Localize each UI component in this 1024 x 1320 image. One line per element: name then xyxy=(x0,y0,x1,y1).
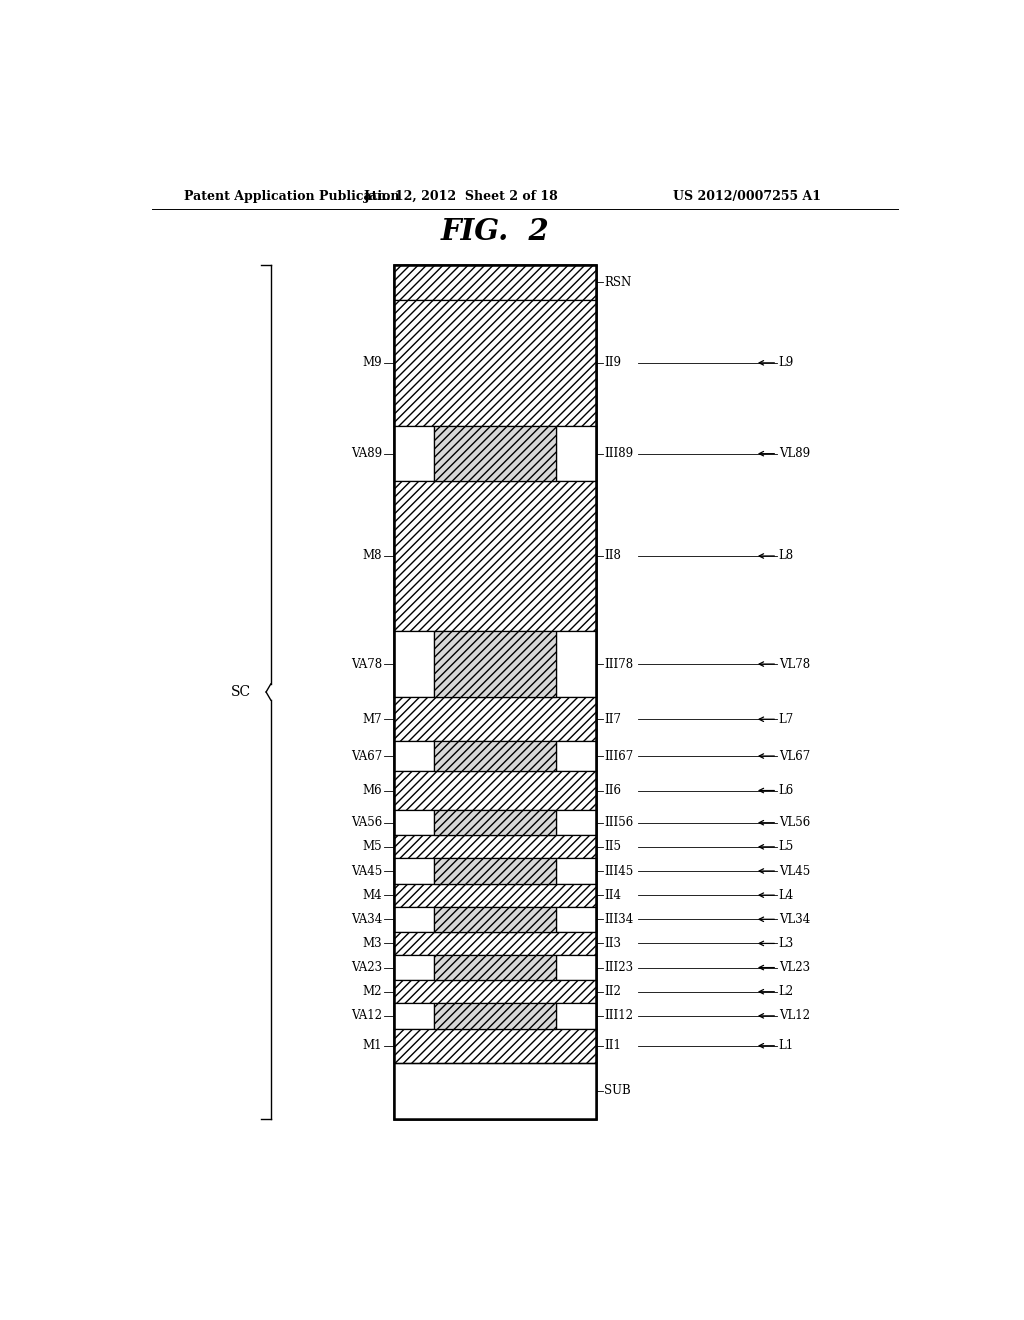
Bar xyxy=(394,1003,434,1028)
Text: M5: M5 xyxy=(362,841,382,853)
Text: II2: II2 xyxy=(604,985,621,998)
Text: II9: II9 xyxy=(604,356,622,370)
Bar xyxy=(394,810,434,836)
Bar xyxy=(556,858,596,883)
Bar xyxy=(394,907,434,932)
Bar xyxy=(394,858,434,883)
Bar xyxy=(394,741,434,771)
Text: M2: M2 xyxy=(362,985,382,998)
Text: L2: L2 xyxy=(778,985,794,998)
Bar xyxy=(434,907,556,932)
Bar xyxy=(434,1003,556,1028)
Bar xyxy=(394,631,434,697)
Bar xyxy=(394,981,596,1003)
Text: US 2012/0007255 A1: US 2012/0007255 A1 xyxy=(673,190,821,202)
Text: VA34: VA34 xyxy=(350,913,382,925)
Text: RSN: RSN xyxy=(604,276,632,289)
Text: M1: M1 xyxy=(362,1039,382,1052)
Bar xyxy=(434,631,556,697)
Text: VL45: VL45 xyxy=(778,865,810,878)
Text: III78: III78 xyxy=(604,657,633,671)
Text: II4: II4 xyxy=(604,888,622,902)
Text: VL67: VL67 xyxy=(778,750,810,763)
Text: L9: L9 xyxy=(778,356,794,370)
Text: M9: M9 xyxy=(362,356,382,370)
Bar xyxy=(394,883,596,907)
Text: VA12: VA12 xyxy=(351,1010,382,1023)
Bar xyxy=(556,907,596,932)
Text: L6: L6 xyxy=(778,784,794,797)
Bar xyxy=(434,954,556,981)
Bar xyxy=(394,300,596,426)
Text: III12: III12 xyxy=(604,1010,633,1023)
Bar xyxy=(394,697,596,741)
Text: L5: L5 xyxy=(778,841,794,853)
Text: II6: II6 xyxy=(604,784,622,797)
Text: M8: M8 xyxy=(362,549,382,562)
Bar xyxy=(556,741,596,771)
Text: VL56: VL56 xyxy=(778,816,810,829)
Bar xyxy=(556,426,596,482)
Text: VL23: VL23 xyxy=(778,961,810,974)
Text: III45: III45 xyxy=(604,865,634,878)
Bar xyxy=(434,810,556,836)
Text: M3: M3 xyxy=(362,937,382,950)
Text: II3: II3 xyxy=(604,937,622,950)
Text: III34: III34 xyxy=(604,913,634,925)
Text: VL12: VL12 xyxy=(778,1010,810,1023)
Bar xyxy=(394,836,596,858)
Text: II8: II8 xyxy=(604,549,621,562)
Text: SUB: SUB xyxy=(604,1085,631,1097)
Bar xyxy=(556,810,596,836)
Text: M4: M4 xyxy=(362,888,382,902)
Text: Jan. 12, 2012  Sheet 2 of 18: Jan. 12, 2012 Sheet 2 of 18 xyxy=(364,190,559,202)
Text: III67: III67 xyxy=(604,750,634,763)
Bar xyxy=(434,426,556,482)
Text: VA56: VA56 xyxy=(350,816,382,829)
Bar xyxy=(556,631,596,697)
Bar xyxy=(394,932,596,954)
Bar xyxy=(394,771,596,810)
Text: M6: M6 xyxy=(362,784,382,797)
Bar xyxy=(394,265,596,300)
Bar xyxy=(434,741,556,771)
Bar xyxy=(394,1028,596,1063)
Text: L4: L4 xyxy=(778,888,794,902)
Bar xyxy=(394,954,434,981)
Text: VA67: VA67 xyxy=(350,750,382,763)
Bar xyxy=(394,426,434,482)
Text: SC: SC xyxy=(230,685,251,700)
Bar xyxy=(556,954,596,981)
Text: Patent Application Publication: Patent Application Publication xyxy=(183,190,399,202)
Bar xyxy=(434,858,556,883)
Text: VA78: VA78 xyxy=(351,657,382,671)
Text: II1: II1 xyxy=(604,1039,621,1052)
Bar xyxy=(394,482,596,631)
Text: II7: II7 xyxy=(604,713,622,726)
Bar xyxy=(394,265,596,1119)
Text: VA23: VA23 xyxy=(351,961,382,974)
Text: M7: M7 xyxy=(362,713,382,726)
Text: III89: III89 xyxy=(604,447,633,461)
Text: III56: III56 xyxy=(604,816,634,829)
Text: VA45: VA45 xyxy=(350,865,382,878)
Text: VL34: VL34 xyxy=(778,913,810,925)
Text: III23: III23 xyxy=(604,961,633,974)
Bar xyxy=(394,1063,596,1119)
Text: L7: L7 xyxy=(778,713,794,726)
Text: FIG.  2: FIG. 2 xyxy=(441,216,550,246)
Text: II5: II5 xyxy=(604,841,622,853)
Text: L3: L3 xyxy=(778,937,794,950)
Text: VL78: VL78 xyxy=(778,657,810,671)
Text: VA89: VA89 xyxy=(351,447,382,461)
Text: L8: L8 xyxy=(778,549,794,562)
Text: L1: L1 xyxy=(778,1039,794,1052)
Text: VL89: VL89 xyxy=(778,447,810,461)
Bar xyxy=(394,265,596,1119)
Bar xyxy=(556,1003,596,1028)
